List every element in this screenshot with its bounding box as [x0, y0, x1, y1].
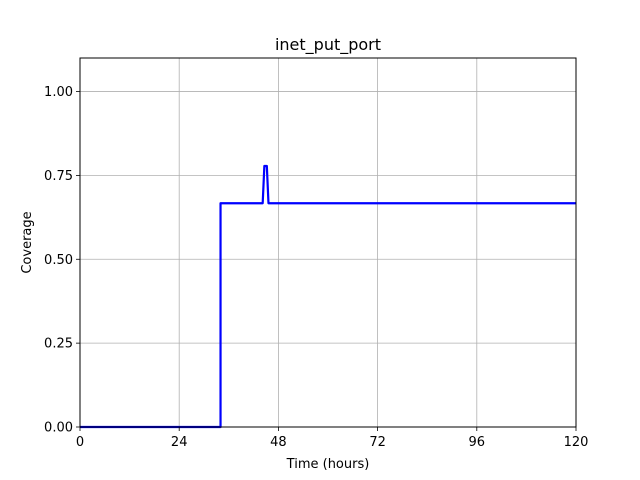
series-layer [80, 164, 576, 429]
x-tick-label: 96 [469, 435, 486, 450]
x-axis-label: Time (hours) [286, 457, 370, 472]
grid-lines [79, 58, 577, 428]
coverage-series-line [80, 164, 576, 429]
chart-title: inet_put_port [275, 35, 381, 55]
x-tick-label: 0 [76, 435, 84, 450]
y-tick-label: 0.00 [44, 421, 73, 436]
y-axis-label: Coverage [20, 211, 35, 273]
y-tick-label: 0.75 [44, 169, 73, 184]
x-tick-label: 72 [369, 435, 386, 450]
x-tick-label: 120 [564, 435, 589, 450]
axis-ticks: 0 24 48 72 96 120 0.00 0.25 0.50 0.75 1.00 [44, 85, 588, 450]
x-tick-label: 48 [270, 435, 287, 450]
y-tick-label: 0.25 [44, 337, 73, 352]
y-tick-label: 1.00 [44, 85, 73, 100]
plot-frame [79, 57, 577, 428]
x-tick-label: 24 [171, 435, 188, 450]
y-tick-label: 0.50 [44, 253, 73, 268]
